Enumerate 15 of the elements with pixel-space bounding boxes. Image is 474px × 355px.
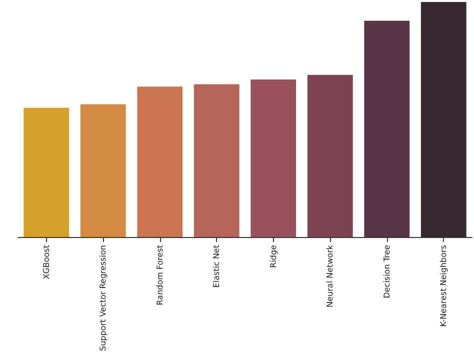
- x-tick-label: Ridge: [268, 244, 278, 268]
- x-tick-label: Elastic Net: [212, 245, 222, 288]
- bar: [364, 20, 410, 237]
- bar: [80, 104, 126, 237]
- bar: [307, 74, 353, 237]
- bar: [24, 108, 70, 237]
- bar: [194, 84, 240, 237]
- x-tick-label: Random Forest: [155, 245, 164, 306]
- bar: [137, 86, 183, 237]
- x-tick-label: XGBoost: [42, 245, 51, 280]
- x-tick-label: Decision Tree: [382, 244, 392, 298]
- x-tick-label: Neural Network: [326, 244, 335, 308]
- x-tick-label: Support Vector Regression: [98, 245, 108, 351]
- bar: [250, 80, 296, 237]
- x-tick-label: K-Nearest Neighbors: [439, 245, 448, 327]
